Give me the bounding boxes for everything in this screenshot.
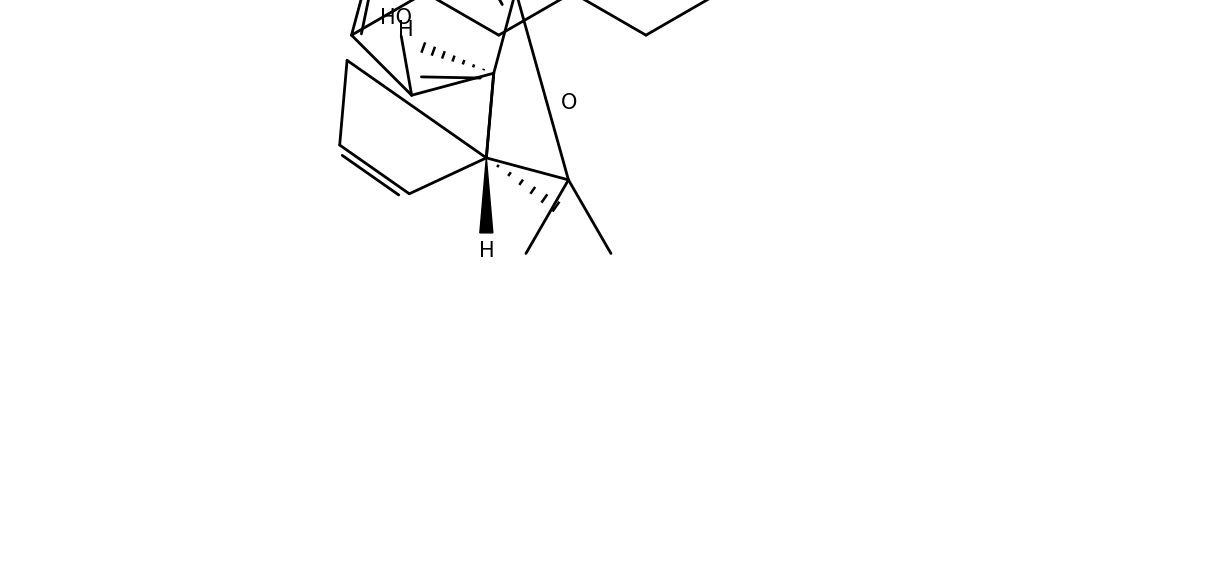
Polygon shape [480,158,493,233]
Text: HO: HO [380,8,413,28]
Text: O: O [561,93,577,113]
Text: H: H [398,20,413,40]
Text: H: H [478,241,494,261]
